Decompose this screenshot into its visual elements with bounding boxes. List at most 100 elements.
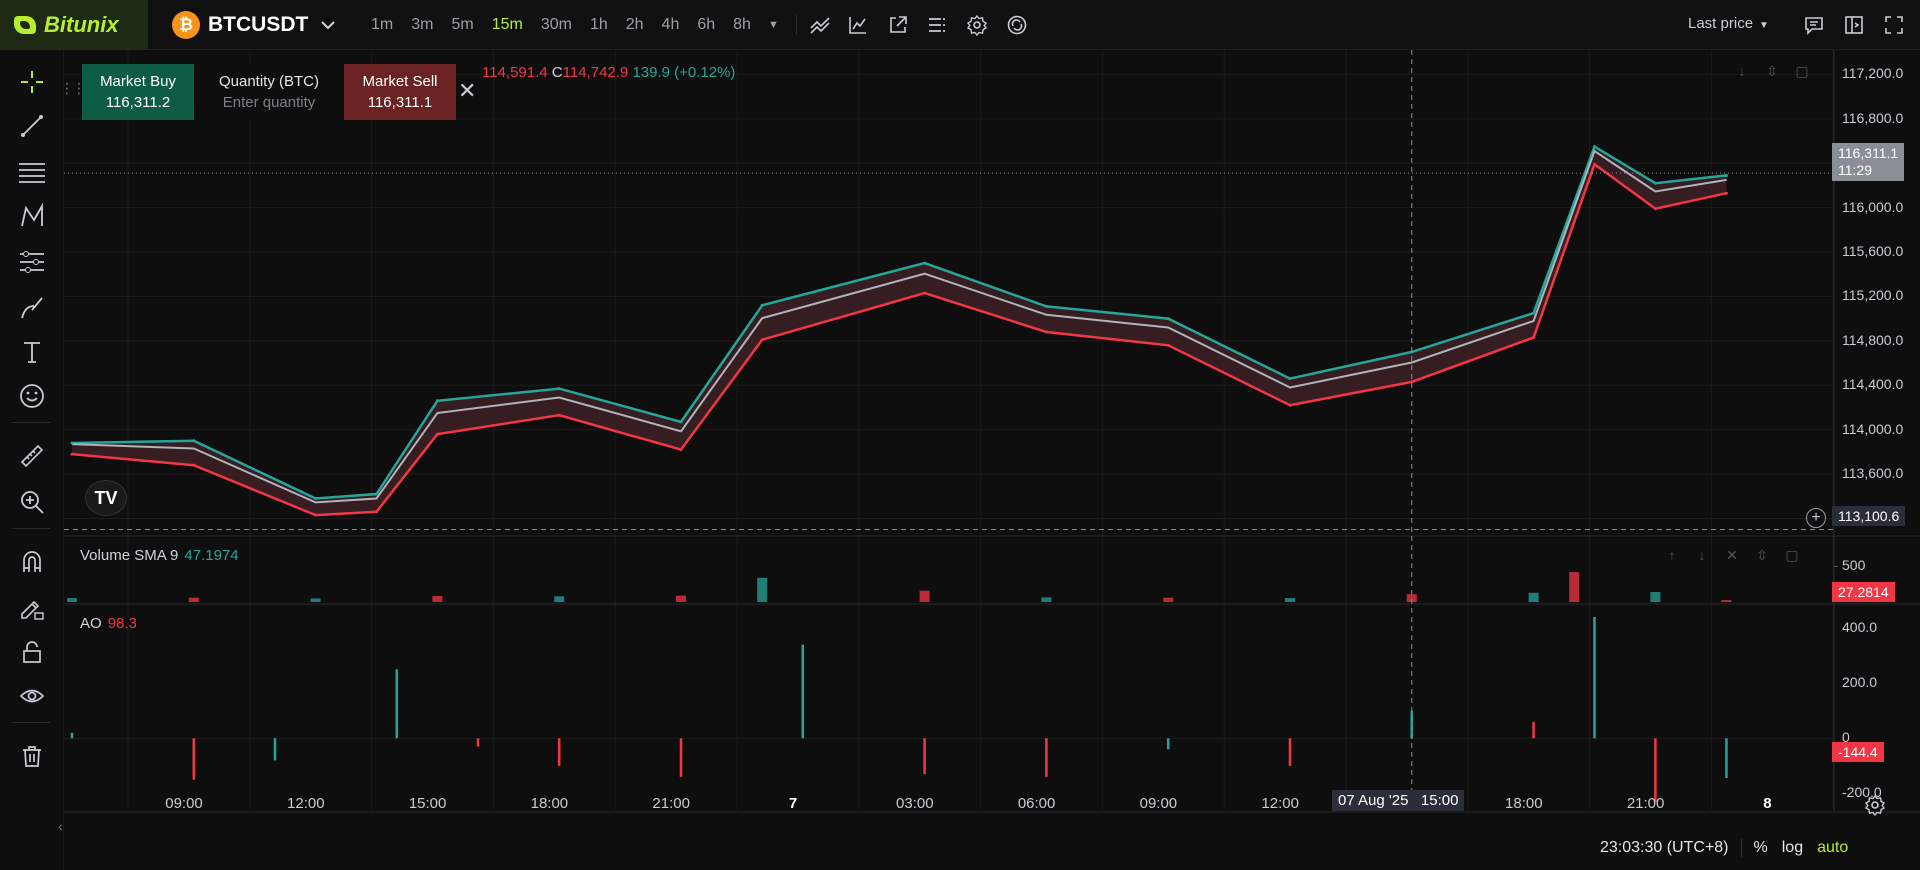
horizontal-lines-icon[interactable] xyxy=(16,156,48,188)
lower-series-point xyxy=(314,513,318,517)
emoji-icon[interactable] xyxy=(16,380,48,412)
volume-bar xyxy=(1528,592,1539,602)
tradingview-logo-icon[interactable]: TV xyxy=(85,480,127,516)
upper-series-point xyxy=(1724,173,1728,177)
close-icon[interactable]: ✕ xyxy=(1726,546,1738,563)
quantity-input[interactable] xyxy=(204,94,334,111)
volume-bar xyxy=(432,595,443,602)
interval-4h[interactable]: 4h xyxy=(661,16,680,33)
trend-line-icon[interactable] xyxy=(16,110,48,142)
chart-settings-icon[interactable] xyxy=(1864,794,1886,819)
brush-icon[interactable] xyxy=(16,292,48,324)
upper-series-point xyxy=(760,303,764,307)
add-alert-icon[interactable]: + xyxy=(1806,508,1826,528)
price-chart[interactable] xyxy=(64,50,1920,870)
maximize-pane-icon[interactable]: ▢ xyxy=(1785,546,1799,563)
price-axis-label: 113,600.0 xyxy=(1842,465,1904,482)
layout-icon[interactable] xyxy=(1842,13,1866,37)
top-bar: Bitunix ₿ BTCUSDT 1m 3m 5m 15m 30m 1h 2h… xyxy=(0,0,1920,50)
drag-handle-icon[interactable]: ⋮⋮ xyxy=(60,80,86,96)
list-settings-icon[interactable] xyxy=(925,13,949,37)
interval-2h[interactable]: 2h xyxy=(625,16,644,33)
share-icon[interactable] xyxy=(886,13,910,37)
market-buy-label: Market Buy xyxy=(100,73,176,90)
quantity-label: Quantity (BTC) xyxy=(218,73,320,90)
lower-series-point xyxy=(192,463,196,467)
indicators-icon[interactable] xyxy=(808,13,832,37)
fullscreen-icon[interactable] xyxy=(1882,13,1906,37)
symbol-selector[interactable]: ₿ BTCUSDT xyxy=(172,11,336,39)
ao-legend: AO 98.3 xyxy=(80,615,137,632)
chart-type-icon[interactable] xyxy=(846,13,870,37)
interval-1m[interactable]: 1m xyxy=(371,16,394,33)
collapse-pane-icon[interactable]: ⇳ xyxy=(1756,546,1768,563)
collapse-pane-icon[interactable]: ⇳ xyxy=(1766,62,1778,79)
interval-15m[interactable]: 15m xyxy=(491,16,523,33)
market-sell-button[interactable]: Market Sell 116,311.1 xyxy=(344,64,456,120)
arrow-down-icon[interactable]: ↓ xyxy=(1738,63,1746,79)
interval-more-icon[interactable]: ▼ xyxy=(767,19,779,31)
toolbar-divider xyxy=(12,422,50,423)
upper-series-point xyxy=(1288,377,1292,381)
close-icon[interactable]: ✕ xyxy=(458,78,477,103)
fib-tool-icon[interactable] xyxy=(16,246,48,278)
time-axis-label: 09:00 xyxy=(165,795,203,812)
interval-6h[interactable]: 6h xyxy=(697,16,716,33)
volume-bar xyxy=(188,597,199,602)
interval-1h[interactable]: 1h xyxy=(589,16,608,33)
interval-30m[interactable]: 30m xyxy=(540,16,572,33)
ao-last-value: -144.4 xyxy=(1838,744,1878,760)
gear-icon[interactable] xyxy=(965,13,989,37)
collapse-toolbar-icon[interactable]: ‹ xyxy=(58,818,63,834)
chevron-down-icon xyxy=(320,17,336,33)
trash-icon[interactable] xyxy=(16,740,48,772)
interval-3m[interactable]: 3m xyxy=(411,16,434,33)
interval-5m[interactable]: 5m xyxy=(451,16,474,33)
lower-series-point xyxy=(679,448,683,452)
upper-series-line xyxy=(71,144,1727,500)
chat-icon[interactable] xyxy=(1802,13,1826,37)
interval-8h[interactable]: 8h xyxy=(733,16,751,33)
ao-series xyxy=(64,617,1834,802)
volume-title: Volume SMA 9 xyxy=(80,547,179,564)
arrow-up-icon[interactable]: ↑ xyxy=(1668,547,1676,563)
crosshair-time-tag: 07 Aug '25 15:00 xyxy=(1332,790,1465,811)
auto-toggle[interactable]: auto xyxy=(1817,839,1849,856)
time-axis-label: 18:00 xyxy=(530,795,569,812)
volume-sma-value: 47.1974 xyxy=(184,547,239,564)
zoom-in-icon[interactable] xyxy=(16,486,48,518)
eye-icon[interactable] xyxy=(16,680,48,712)
edit-lock-icon[interactable] xyxy=(16,592,48,624)
volume-bar xyxy=(1721,600,1732,602)
price-axis-label: 116,000.0 xyxy=(1842,198,1904,215)
ohlc-change: 139.9 (+0.12%) xyxy=(632,64,736,81)
ohlc-close-prefix: C xyxy=(551,64,563,81)
percent-toggle[interactable]: % xyxy=(1753,839,1768,856)
text-tool-icon[interactable] xyxy=(16,336,48,368)
price-axis-label: 115,600.0 xyxy=(1842,243,1904,260)
arrow-down-icon[interactable]: ↓ xyxy=(1698,547,1706,563)
sync-icon[interactable] xyxy=(1005,13,1029,37)
lock-icon[interactable] xyxy=(16,636,48,668)
market-buy-button[interactable]: Market Buy 116,311.2 xyxy=(82,64,194,120)
ohlc-low: 114,591.4 xyxy=(482,64,548,81)
bitcoin-icon: ₿ xyxy=(172,11,200,39)
ao-axis-label: 200.0 xyxy=(1842,674,1878,691)
lower-series-point xyxy=(70,452,74,456)
volume-last-value: 27.2814 xyxy=(1838,584,1889,600)
ruler-icon[interactable] xyxy=(16,440,48,472)
chart-area[interactable] xyxy=(64,50,1920,870)
series-band-fill xyxy=(72,146,1727,516)
time-axis-label: 12:00 xyxy=(287,795,325,812)
log-toggle[interactable]: log xyxy=(1781,839,1804,856)
pattern-tool-icon[interactable] xyxy=(16,200,48,232)
price-source-selector[interactable]: Last price ▼ xyxy=(1688,15,1769,32)
maximize-pane-icon[interactable]: ▢ xyxy=(1795,62,1809,79)
magnet-icon[interactable] xyxy=(16,546,48,578)
time-axis-label: 15:00 xyxy=(408,795,447,812)
price-axis-label: 114,800.0 xyxy=(1842,331,1904,348)
brand-logo[interactable]: Bitunix xyxy=(0,0,148,50)
volume-bar xyxy=(1041,597,1052,602)
time-axis-label: 03:00 xyxy=(896,795,934,812)
crosshair-icon[interactable] xyxy=(16,66,48,98)
